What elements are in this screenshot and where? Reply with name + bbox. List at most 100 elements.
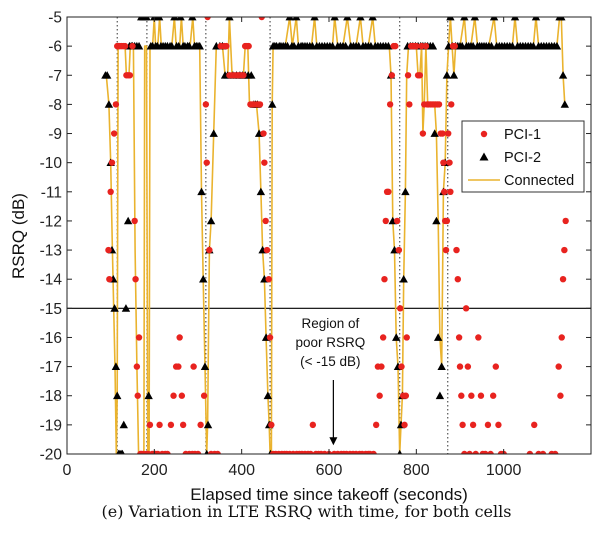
pci-1-point [526,450,534,454]
pci-1-point [393,217,401,225]
pci-1-point [396,305,404,312]
pci-1-point [448,101,455,108]
pci-2-point [430,129,439,137]
pci-1-point [487,450,494,454]
pci-1-point [482,450,489,454]
pci-1-point [107,188,114,195]
y-axis-label: RSRQ (dB) [9,193,28,279]
pci-2-point [176,17,185,21]
pci-1-point [447,188,454,195]
pci-2-point [330,17,339,21]
pci-2-point [200,362,210,370]
pci-1-point [382,217,389,225]
pci-1-point [156,421,163,429]
pci-2-point [199,275,208,283]
pci-1-point [197,421,204,429]
pci-1-point [475,334,482,341]
pci-1-point [108,159,116,166]
pci-2-point [435,391,445,400]
pci-1-point [453,246,460,254]
pci-1-point [468,392,475,399]
pci-1-point [442,246,450,254]
pci-1-point [456,363,464,370]
pci-1-point [106,276,113,283]
annotation-arrow-head [329,437,338,446]
y-tick-label: -16 [40,330,62,347]
plot-area [67,17,591,454]
pci-1-point [443,217,451,225]
pci-2-point [510,17,520,21]
pci-1-point [413,42,420,50]
pci-1-point [489,392,497,399]
pci-1-point [469,421,477,429]
pci-2-point [285,17,294,21]
pci-1-point [386,101,394,108]
pci-1-point [256,101,264,108]
annotation-text: Region of [301,316,359,331]
legend: PCI-1 PCI-2 Connected [461,120,585,193]
pci-2-point [123,216,133,225]
pci-1-point [133,363,141,370]
pci-1-point [378,363,385,370]
pci-1-point [262,217,269,225]
pci-1-point [121,42,129,50]
pci-1-point [558,334,565,341]
pci-1-point [381,276,388,283]
pci-1-point [392,42,399,50]
pci-1-point [562,217,569,225]
figure-caption: (e) Variation in LTE RSRQ with time, for… [101,502,512,521]
pci-2-point [203,420,213,429]
legend-label: PCI-2 [504,150,541,166]
pci-1-point [179,421,187,429]
pci-2-point [209,129,218,137]
pci-1-point [190,363,197,370]
x-tick-label: 0 [63,462,72,479]
annotation-text: (< -15 dB) [300,354,360,369]
pci-2-point [368,17,377,21]
pci-1-point [223,42,230,50]
pci-1-point [131,217,138,225]
pci-2-point [401,187,410,196]
x-axis-label: Elapsed time since takeoff (seconds) [190,485,468,504]
x-tick-label: 1000 [486,462,522,479]
pci-2-point [247,71,256,79]
pci-2-point [356,17,365,21]
pci-1-point [268,421,275,429]
pci-2-point [460,17,469,21]
pci-1-point [194,450,202,454]
pci-1-point [531,421,538,429]
pci-1-point [129,42,136,50]
pci-2-point [144,391,153,400]
pci-2-point [195,41,204,50]
pci-1-point [464,363,472,370]
pci-1-point [403,334,410,341]
pci-1-point [385,188,392,195]
legend-pci-1-swatch [480,130,488,138]
pci-1-point [203,159,210,166]
pci-1-point [200,392,208,399]
pci-2-point [428,41,438,50]
pci-1-point [132,276,139,283]
pci-1-point [446,159,453,166]
pci-1-point [134,392,141,399]
pci-1-point [240,72,247,79]
pci-1-point [458,392,465,399]
pci-1-point [477,392,485,399]
pci-1-point [495,421,502,429]
y-tick-label: -17 [40,359,62,376]
pci-1-point [204,17,211,21]
pci-2-point [557,17,566,21]
pci-2-point [442,71,452,79]
pci-2-point [154,17,164,21]
x-tick-label: 400 [228,462,255,479]
pci-1-point [401,421,408,429]
pci-1-point [395,246,403,254]
pci-2-point [292,17,301,21]
pci-2-point [432,216,441,225]
axes: 0 200 400 600 800 1000 -5 -6 -7 -8 -9 -10 -11 -12 -13 -… [40,10,592,479]
pci-2-point [121,304,131,312]
pci-2-point [119,420,128,429]
legend-label: Connected [504,173,574,189]
legend-label: PCI-1 [504,127,541,143]
